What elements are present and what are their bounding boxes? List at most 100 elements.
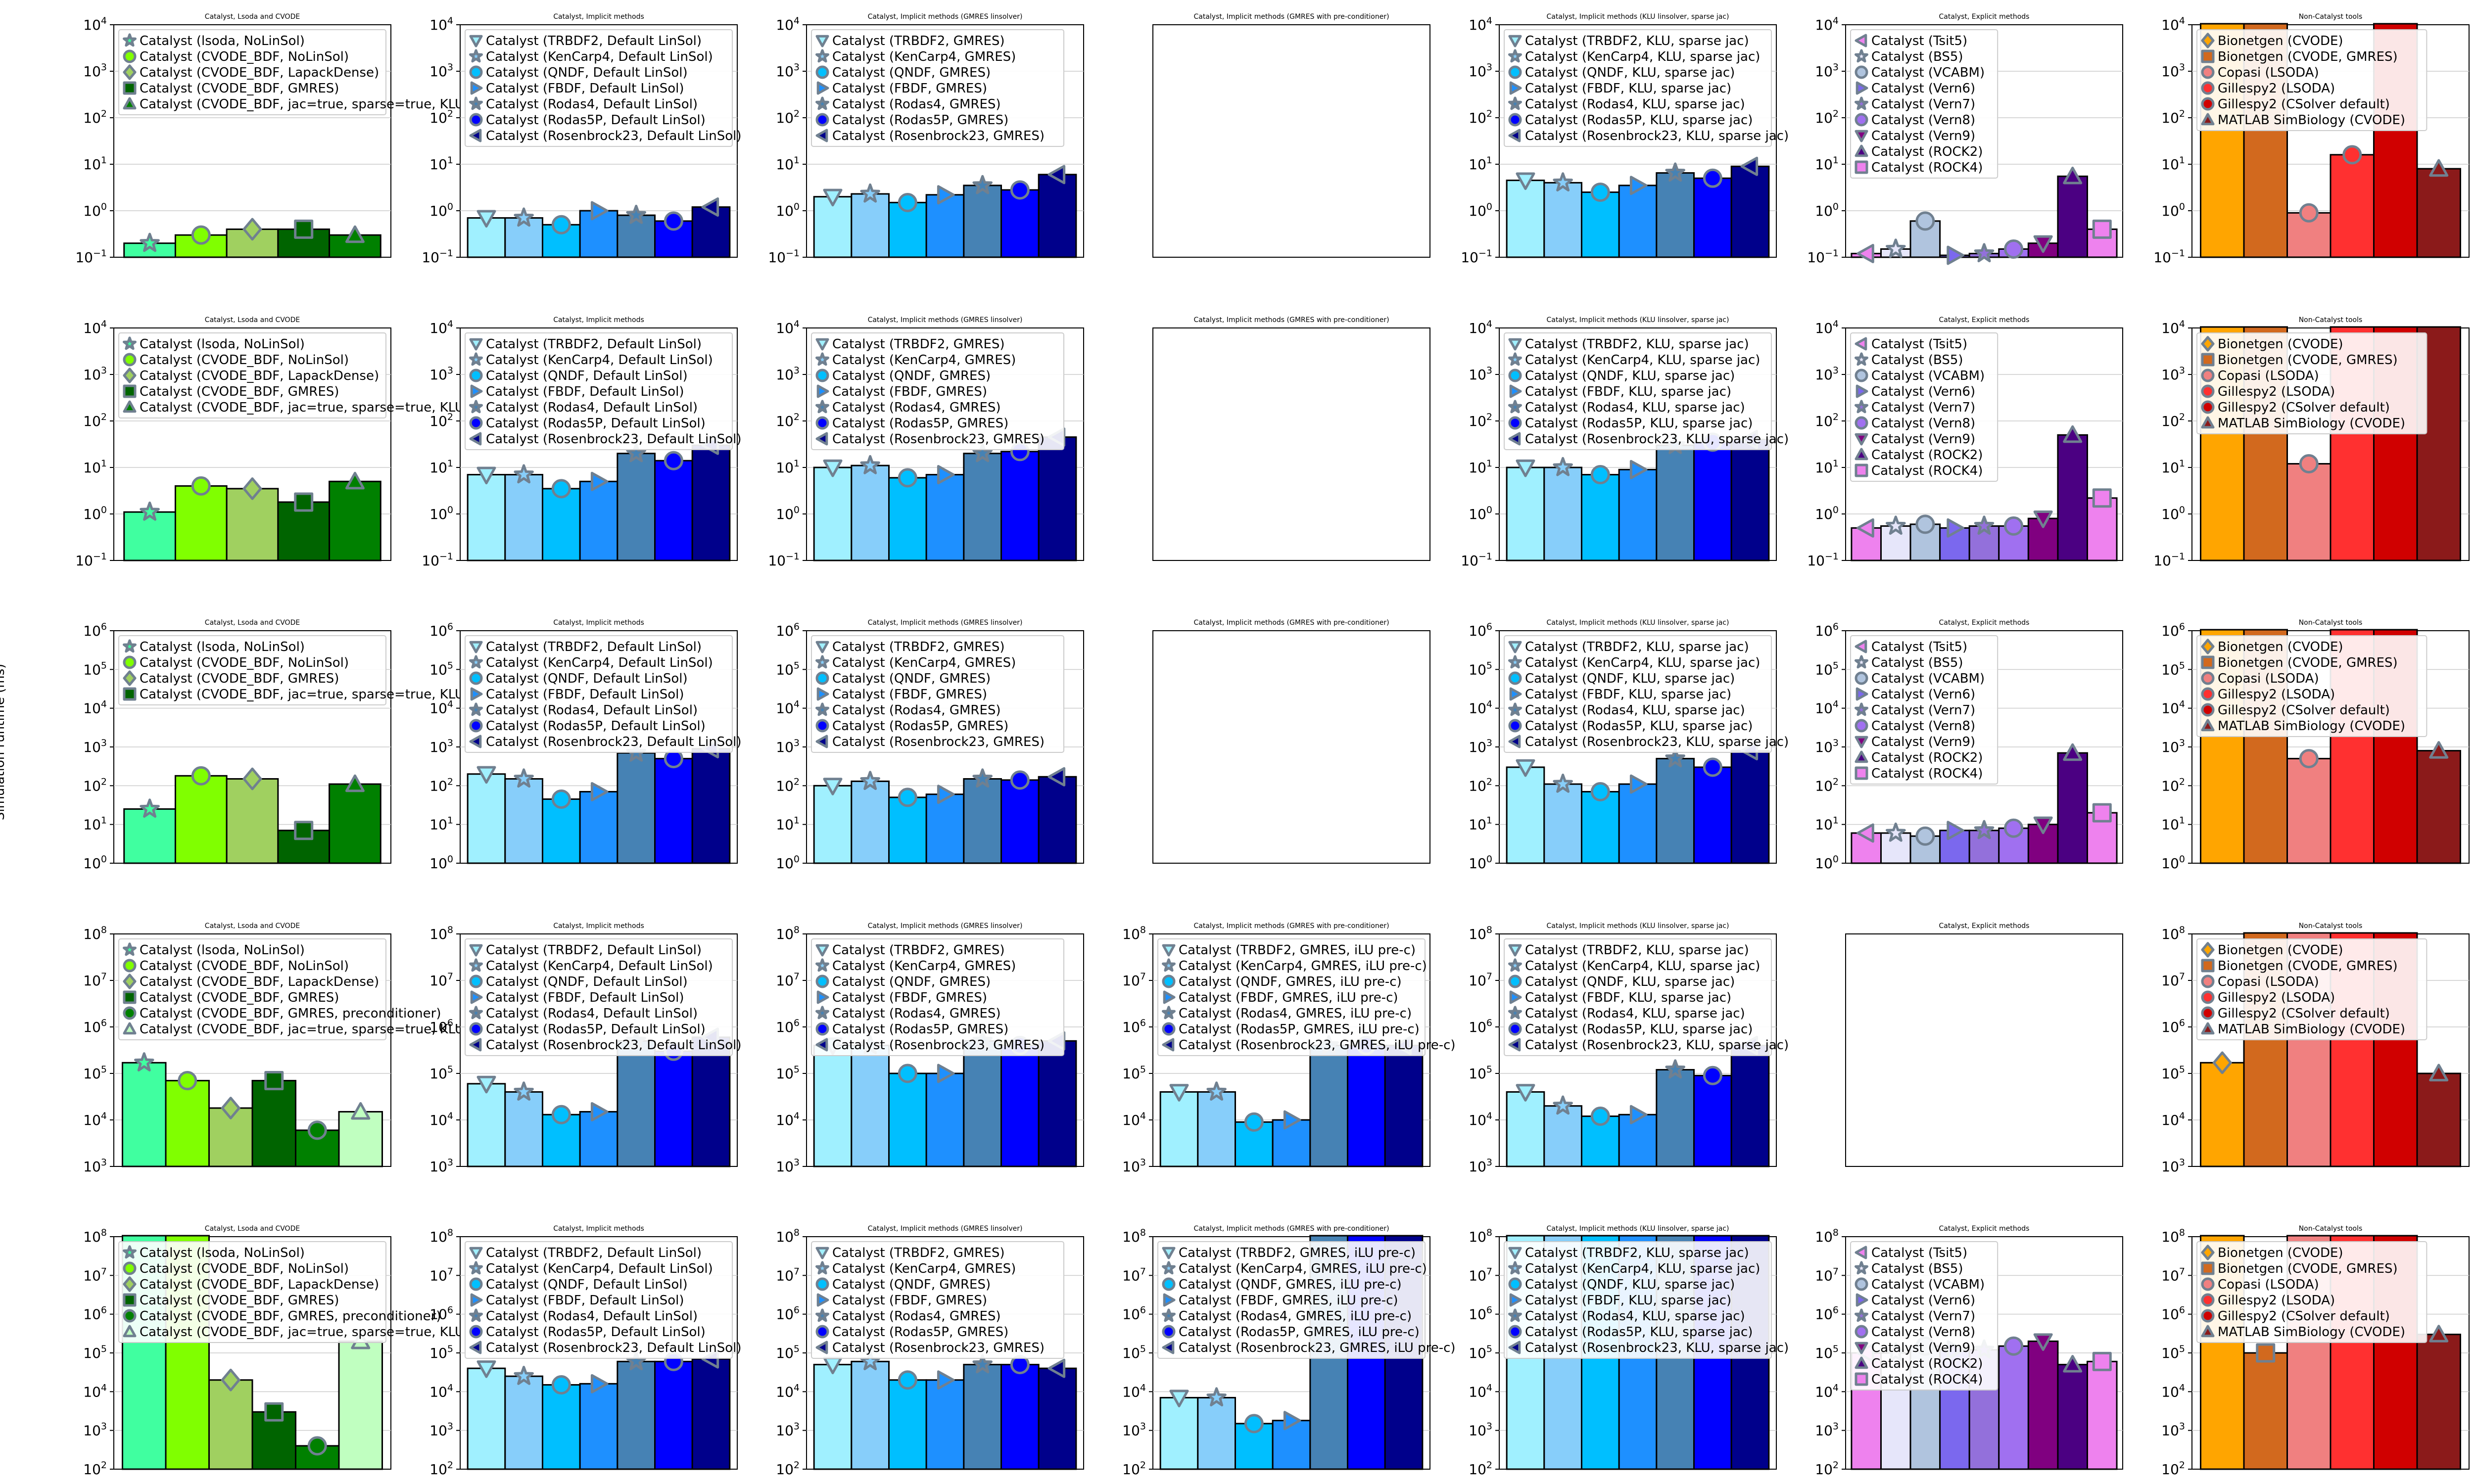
legend-entry: Catalyst (Rodas5P, Default LinSol) bbox=[486, 1325, 706, 1340]
y-tick-label: 104 bbox=[1469, 1382, 1492, 1400]
legend-marker bbox=[1509, 687, 1522, 701]
y-tick-label: 105 bbox=[776, 660, 800, 678]
y-tick-label: 103 bbox=[1469, 1421, 1492, 1439]
subplot-r3-c1: Catalyst, Implicit methods 103 104 105 106 10… bbox=[429, 922, 741, 1175]
bar bbox=[504, 474, 543, 561]
plot-frame bbox=[1152, 327, 1430, 561]
bar bbox=[1693, 1074, 1732, 1167]
bar bbox=[1618, 783, 1658, 864]
data-marker bbox=[307, 1436, 327, 1456]
legend-marker bbox=[1508, 1341, 1521, 1354]
legend-marker bbox=[469, 958, 483, 972]
data-marker bbox=[140, 232, 160, 252]
data-marker bbox=[1856, 823, 1874, 843]
data-marker bbox=[860, 455, 880, 474]
data-marker bbox=[476, 466, 496, 485]
legend-entry: Catalyst (Rosenbrock23, Default LinSol) bbox=[486, 1341, 742, 1355]
legend-box bbox=[118, 29, 386, 115]
legend-marker bbox=[1508, 671, 1522, 685]
legend-entry: Bionetgen (CVODE) bbox=[2218, 943, 2343, 958]
data-marker bbox=[1886, 515, 1906, 535]
y-tick-label: 10−1 bbox=[75, 248, 107, 266]
plot-frame bbox=[1152, 24, 1430, 258]
data-marker bbox=[1590, 183, 1610, 202]
legend-marker bbox=[1855, 65, 1868, 79]
legend-marker bbox=[1509, 384, 1522, 398]
y-tick-label: 101 bbox=[83, 458, 107, 476]
y-tick-label: 106 bbox=[1469, 1305, 1492, 1323]
data-marker bbox=[2063, 425, 2083, 443]
y-tick-label: 104 bbox=[429, 319, 453, 336]
legend-entry: Catalyst (CVODE_BDF, jac=true, sparse=tr… bbox=[140, 687, 469, 702]
legend-marker bbox=[1855, 750, 1868, 763]
bar bbox=[2243, 1352, 2288, 1470]
legend-entry: Catalyst (FBDF, GMRES, iLU pre-c) bbox=[1179, 1293, 1398, 1308]
bar bbox=[2027, 1340, 2059, 1470]
legend-marker bbox=[123, 974, 137, 989]
y-tick-label: 100 bbox=[1815, 201, 1839, 219]
legend-marker bbox=[123, 1022, 137, 1035]
legend-marker bbox=[1508, 400, 1522, 414]
y-tick-label: 105 bbox=[1469, 660, 1492, 678]
subplot-r3-c3: Catalyst, Implicit methods (GMRES with p… bbox=[1122, 922, 1455, 1175]
legend-marker bbox=[815, 400, 829, 414]
data-marker bbox=[1665, 162, 1685, 182]
data-marker bbox=[937, 785, 955, 804]
bar bbox=[925, 1379, 965, 1470]
y-tick-label: 105 bbox=[83, 1064, 107, 1082]
y-tick-label: 104 bbox=[2161, 15, 2185, 33]
legend-marker bbox=[1508, 974, 1522, 988]
bar bbox=[851, 464, 890, 561]
legend-marker bbox=[1855, 1325, 1868, 1339]
bar bbox=[2057, 752, 2089, 864]
legend-entry: Catalyst (CVODE_BDF, LapackDense) bbox=[140, 974, 379, 989]
y-tick-label: 102 bbox=[83, 412, 107, 429]
legend-marker bbox=[1508, 1006, 1522, 1020]
data-marker bbox=[476, 210, 496, 228]
legend-entry: Catalyst (KenCarp4, GMRES) bbox=[832, 353, 1016, 368]
legend-entry: Catalyst (Rodas5P, Default LinSol) bbox=[486, 416, 706, 431]
y-tick-label: 100 bbox=[83, 505, 107, 522]
bar bbox=[1197, 1396, 1236, 1470]
plot-frame bbox=[1845, 933, 2123, 1167]
subplot-title: Catalyst, Lsoda and CVODE bbox=[205, 922, 300, 930]
y-tick-label: 101 bbox=[1469, 458, 1492, 476]
legend-marker bbox=[815, 129, 828, 142]
data-marker bbox=[898, 468, 917, 488]
legend-entry: Catalyst (Rodas5P, Default LinSol) bbox=[486, 1022, 706, 1037]
bar bbox=[1384, 1044, 1424, 1167]
legend-entry: Catalyst (QNDF, Default LinSol) bbox=[486, 974, 688, 989]
legend-marker bbox=[123, 33, 137, 47]
subplot-r0-c4: Catalyst, Implicit methods (KLU linsolve… bbox=[1461, 13, 1789, 266]
legend-marker bbox=[1855, 1342, 1868, 1354]
bar bbox=[2027, 824, 2059, 864]
y-tick-label: 103 bbox=[83, 1421, 107, 1439]
y-tick-label: 104 bbox=[1815, 15, 1839, 33]
legend-marker bbox=[816, 384, 829, 398]
subplot-title: Catalyst, Implicit methods (GMRES linsol… bbox=[868, 619, 1023, 627]
data-marker bbox=[1244, 1414, 1264, 1434]
y-tick-label: 107 bbox=[429, 1266, 453, 1284]
legend-marker bbox=[469, 671, 483, 685]
legend-marker bbox=[1855, 655, 1868, 669]
legend-entry: Catalyst (QNDF, GMRES, iLU pre-c) bbox=[1179, 1277, 1402, 1292]
legend-marker bbox=[815, 702, 829, 716]
y-tick-label: 100 bbox=[2161, 201, 2185, 219]
data-marker bbox=[1947, 518, 1964, 538]
legend-marker bbox=[123, 655, 137, 669]
subplot-title: Catalyst, Explicit methods bbox=[1939, 1225, 2030, 1233]
data-marker bbox=[2429, 741, 2449, 759]
legend-box bbox=[811, 938, 1064, 1056]
legend-entry: MATLAB SimBiology (CVODE) bbox=[2218, 1325, 2405, 1340]
legend-marker bbox=[2201, 942, 2215, 958]
legend-marker bbox=[1855, 671, 1868, 685]
legend-entry: Catalyst (Vern7) bbox=[1871, 97, 1975, 112]
data-marker bbox=[937, 185, 955, 205]
legend-entry: Catalyst (CVODE_BDF, NoLinSol) bbox=[140, 353, 349, 368]
legend-marker bbox=[1508, 1277, 1522, 1291]
legend-marker bbox=[1162, 1038, 1175, 1052]
data-marker bbox=[2429, 1064, 2449, 1082]
subplot-r4-c5: Catalyst, Explicit methods 102 103 104 105 10… bbox=[1815, 1225, 2123, 1478]
legend-box bbox=[118, 938, 386, 1040]
y-tick-label: 107 bbox=[83, 1266, 107, 1284]
